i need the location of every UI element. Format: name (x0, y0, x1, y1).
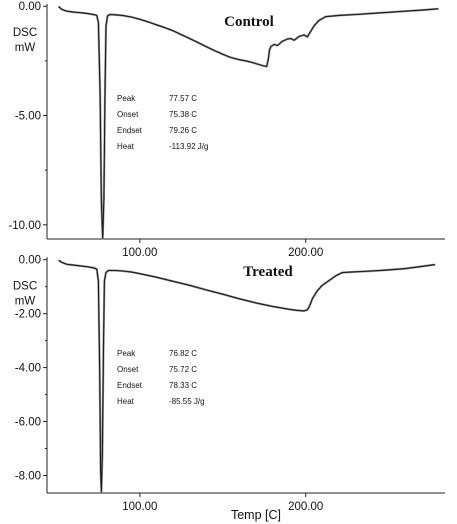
y-tick-label: -2.00 (15, 309, 41, 321)
panel-title: Control (224, 14, 274, 30)
annotation-value: 75.72 C (169, 365, 197, 374)
panel-title: Treated (243, 264, 293, 280)
series-shadow (57, 259, 436, 493)
series-line (58, 259, 436, 493)
annotation-value: 77.57 C (169, 94, 197, 103)
annotation-label: Onset (117, 110, 139, 119)
annotation-value: 78.33 C (169, 381, 197, 390)
annotation-label: Peak (117, 349, 136, 358)
annotation-value: 76.82 C (169, 349, 197, 358)
y-tick-label: -8.00 (15, 470, 41, 482)
annotation-label: Endset (117, 381, 143, 390)
x-tick-label: 100.00 (122, 501, 157, 513)
y-tick-label: -5.00 (15, 110, 41, 122)
annotation-value: 79.26 C (169, 126, 197, 135)
x-tick-label: 200.00 (288, 247, 323, 259)
control-panel: 0.00 -5.00 -10.00 100.00 200.00 DSC mW Control P… (8, 1, 445, 259)
annotation-label: Endset (117, 126, 143, 135)
y-axis-label: DSC (13, 281, 37, 293)
y-axis-label: DSC (13, 27, 37, 39)
y-tick-label: 0.00 (19, 1, 41, 13)
y-tick-label: -6.00 (15, 417, 41, 429)
annotation-value: 75.38 C (169, 110, 197, 119)
y-tick-label: 0.00 (19, 255, 41, 267)
y-tick-label: -10.00 (8, 220, 41, 232)
annotation-label: Heat (117, 142, 135, 151)
x-tick-label: 100.00 (122, 247, 157, 259)
annotation-value: -113.92 J/g (169, 142, 208, 151)
y-axis-label: mW (15, 42, 36, 54)
annotation-value: -85.55 J/g (169, 397, 205, 406)
y-tick-label: -4.00 (15, 363, 41, 375)
series-shadow (57, 5, 439, 240)
treated-panel: 0.00 -2.00 -4.00 -6.00 -8.00 100.00 200.00 DSC m… (13, 255, 445, 513)
annotation-label: Onset (117, 365, 139, 374)
annotation-label: Heat (117, 397, 135, 406)
series-line (58, 6, 439, 239)
y-axis-label: mW (15, 296, 36, 308)
x-axis-label: Temp [C] (231, 508, 281, 522)
x-tick-label: 200.00 (288, 501, 323, 513)
annotation-label: Peak (117, 94, 136, 103)
